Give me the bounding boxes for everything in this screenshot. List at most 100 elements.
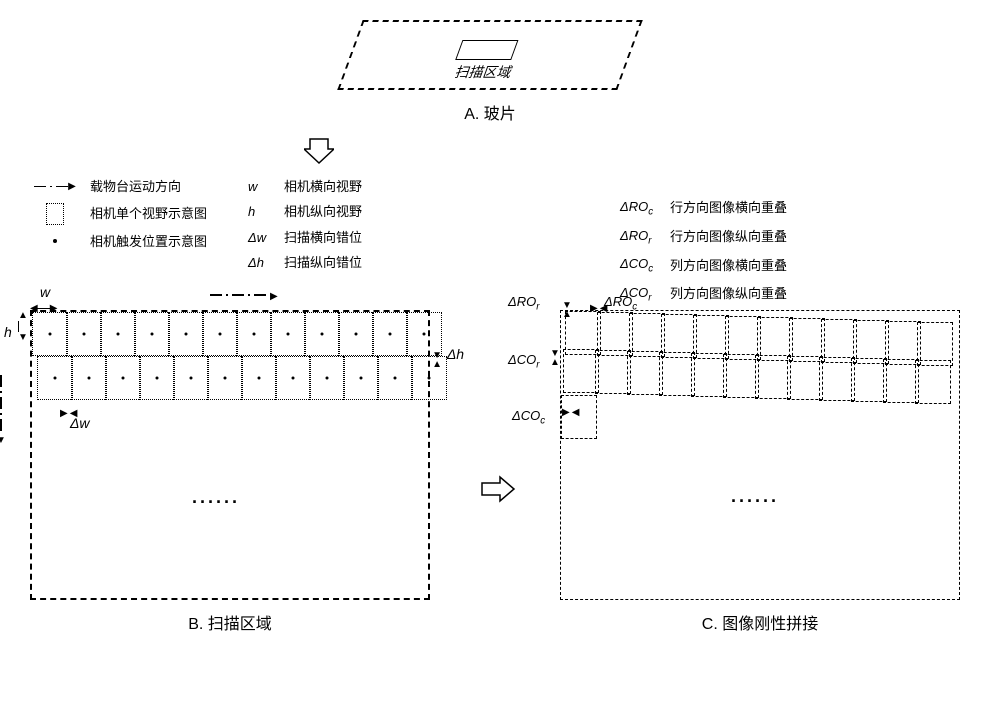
legend-h-sym: h: [248, 200, 284, 223]
legend-dw-sym: Δw: [248, 226, 284, 249]
trigger-dot-icon: [423, 333, 426, 336]
trigger-dot-icon: [355, 333, 358, 336]
dCOr-mark-icon: [550, 348, 560, 368]
stage-dir-horizontal-icon: ▶: [210, 286, 278, 304]
legend-trigger-pos-text: 相机触发位置示意图: [90, 230, 207, 253]
c-row-2: [563, 349, 951, 393]
down-arrow-icon: [304, 135, 334, 165]
c-cell: [659, 352, 695, 396]
legend-dw-text: 扫描横向错位: [284, 226, 362, 249]
trigger-dot-icon: [190, 377, 193, 380]
b-cell: [105, 356, 141, 400]
b-cell: [37, 356, 73, 400]
trigger-dot-icon: [394, 377, 397, 380]
c-cell: [595, 350, 631, 394]
c-cell: [691, 353, 727, 397]
b-cell: [134, 312, 170, 356]
b-cell: [236, 312, 272, 356]
legend-dh-text: 扫描纵向错位: [284, 251, 362, 274]
legend-stage-dir-text: 载物台运动方向: [90, 175, 181, 198]
legend-stage-dir: ▶ 载物台运动方向: [30, 175, 207, 198]
b-cell: [173, 356, 209, 400]
legend-h-text: 相机纵向视野: [284, 200, 362, 223]
section-c: ΔROr ΔROc ΔCOr ΔCOc ······ C. 图像刚性拼接: [560, 310, 960, 634]
legend-ROc-sym: ΔROc: [620, 195, 670, 222]
legend-ROr-text: 行方向图像纵向重叠: [670, 225, 787, 249]
trigger-dot-icon: [253, 333, 256, 336]
stage-dir-vertical-icon: ▼: [0, 375, 6, 446]
b-cell: [304, 312, 340, 356]
dh-label: Δh: [447, 346, 464, 362]
trigger-dot-icon: [287, 333, 290, 336]
c-cell: [883, 359, 919, 403]
b-cell: [372, 312, 408, 356]
b-cell: [343, 356, 379, 400]
trigger-dot-icon: [321, 333, 324, 336]
dCOc-label: ΔCOc: [512, 408, 545, 427]
right-arrow-icon: [480, 475, 516, 503]
legend-single-fov: 相机单个视野示意图: [30, 202, 207, 225]
b-cell: [168, 312, 204, 356]
legend-ROc-text: 行方向图像横向重叠: [670, 196, 787, 220]
section-a-slide: 扫描区域 A. 玻片: [320, 20, 660, 124]
b-cell: [100, 312, 136, 356]
section-b-grid: ······: [30, 310, 430, 600]
b-cell: [338, 312, 374, 356]
trigger-dot-icon: [219, 333, 222, 336]
legend-COc-text: 列方向图像横向重叠: [670, 254, 787, 278]
dw-label: Δw: [70, 415, 90, 704]
section-b: w h ▶ ▼ ······ Δh Δw B. 扫描区域: [30, 310, 430, 634]
trigger-dot-icon: [326, 377, 329, 380]
trigger-dot-icon: [88, 377, 91, 380]
b-cell: [270, 312, 306, 356]
b-row-2: [37, 356, 447, 400]
b-cell: [66, 312, 102, 356]
ellipsis-b: ······: [192, 492, 240, 513]
trigger-dot-icon: [258, 377, 261, 380]
section-a-label: A. 玻片: [350, 100, 630, 124]
c-cell: [787, 356, 823, 400]
dh-mark-icon: [432, 350, 442, 370]
trigger-dot-icon: [156, 377, 159, 380]
legend-w-text: 相机横向视野: [284, 175, 362, 198]
section-c-grid: ······: [560, 310, 960, 600]
c-cell: [851, 358, 887, 402]
section-c-label: C. 图像刚性拼接: [560, 610, 960, 634]
trigger-dot-icon: [292, 377, 295, 380]
trigger-dot-icon: [151, 333, 154, 336]
trigger-dot-icon: [360, 377, 363, 380]
legend-COc-sym: ΔCOc: [620, 252, 670, 279]
trigger-dot-icon: [389, 333, 392, 336]
legend-left: ▶ 载物台运动方向 相机单个视野示意图 相机触发位置示意图: [30, 175, 207, 257]
b-cell: [207, 356, 243, 400]
slide-outline: 扫描区域: [337, 20, 642, 90]
c-cell: [723, 354, 759, 398]
b-cell: [309, 356, 345, 400]
b-cell: [241, 356, 277, 400]
legend-w-sym: w: [248, 175, 284, 198]
c-cell: [561, 395, 597, 439]
trigger-dot-icon: [122, 377, 125, 380]
section-b-label: B. 扫描区域: [30, 610, 430, 634]
b-cell: [275, 356, 311, 400]
legend-single-fov-text: 相机单个视野示意图: [90, 202, 207, 225]
c-row-3: [561, 395, 597, 439]
legend-COr-text: 列方向图像纵向重叠: [670, 282, 787, 306]
legend-right: ΔROc行方向图像横向重叠 ΔROr行方向图像纵向重叠 ΔCOc列方向图像横向重…: [620, 195, 787, 310]
c-cell: [915, 360, 951, 404]
scan-area-box: [455, 40, 518, 60]
legend-trigger-pos: 相机触发位置示意图: [30, 230, 207, 253]
h-label: h: [4, 324, 12, 340]
trigger-dot-icon: [49, 333, 52, 336]
trigger-dot-icon: [224, 377, 227, 380]
trigger-dot-icon: [117, 333, 120, 336]
trigger-dot-icon: [185, 333, 188, 336]
c-cell: [627, 351, 663, 395]
c-cell: [563, 349, 599, 393]
trigger-dot-icon: [54, 377, 57, 380]
b-cell: [377, 356, 413, 400]
trigger-dot-icon: [428, 377, 431, 380]
legend-ROr-sym: ΔROr: [620, 224, 670, 251]
dw-mark-icon: [60, 403, 77, 421]
ellipsis-c: ······: [731, 491, 779, 512]
